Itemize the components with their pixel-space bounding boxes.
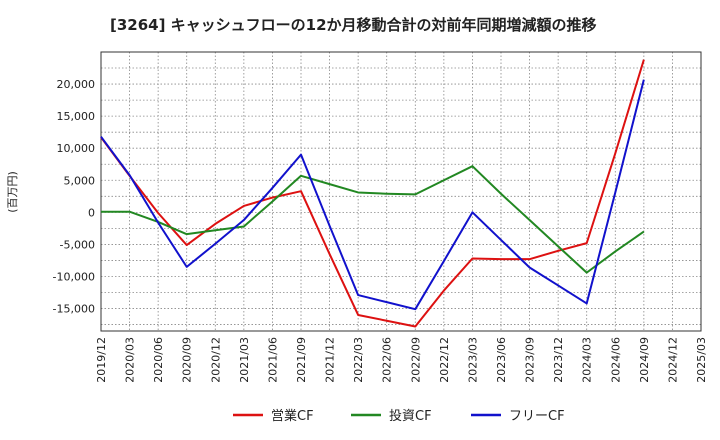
x-tick-label: 2023/06: [495, 337, 508, 383]
x-tick-label: 2019/12: [95, 337, 108, 383]
x-tick-label: 2024/03: [581, 337, 594, 383]
legend-label-2: 投資CF: [389, 408, 432, 424]
y-axis-label: (百万円): [6, 171, 19, 213]
plot-frame: [100, 51, 702, 332]
x-tick-label: 2020/09: [181, 337, 194, 383]
x-tick-label: 2024/06: [609, 337, 622, 383]
y-tick-label: -15,000: [53, 303, 95, 316]
series-line-2: [101, 165, 645, 274]
y-tick-label: 20,000: [57, 78, 96, 91]
x-tick-label: 2025/03: [695, 337, 708, 383]
x-tick-label: 2023/12: [552, 337, 565, 383]
y-tick-label: 5,000: [64, 174, 96, 187]
x-tick-label: 2021/09: [295, 337, 308, 383]
x-tick-label: 2020/03: [124, 337, 137, 383]
legend: 営業CF 投資CF フリーCF: [233, 408, 565, 424]
x-tick-label: 2024/12: [666, 337, 679, 383]
x-tick-label: 2023/09: [524, 337, 537, 383]
x-tick-label: 2023/03: [466, 337, 479, 383]
x-tick-label: 2021/06: [266, 337, 279, 383]
y-tick-label: 0: [88, 206, 95, 219]
x-tick-label: 2021/03: [238, 337, 251, 383]
chart-title: [3264] キャッシュフローの12か月移動合計の対前年同期増減額の推移: [110, 16, 597, 34]
legend-label-1: 営業CF: [271, 408, 314, 424]
x-tick-label: 2022/09: [409, 337, 422, 383]
series-line-1: [100, 59, 645, 328]
x-tick-label: 2022/12: [438, 337, 451, 383]
x-tick-label: 2020/12: [209, 337, 222, 383]
x-tick-label: 2024/09: [638, 337, 651, 383]
y-tick-label: 15,000: [57, 110, 96, 123]
plot-background: [101, 52, 701, 331]
y-tick-label: -10,000: [53, 270, 95, 283]
x-tick-label: 2020/06: [152, 337, 165, 383]
x-tick-label: 2022/06: [381, 337, 394, 383]
x-tick-label: 2022/03: [352, 337, 365, 383]
plot-area: 2019/12 2020/03 2020/06 2020/09 2020/12 2021/…: [53, 51, 708, 383]
y-tick-label: -5,000: [60, 238, 95, 251]
x-tick-label: 2021/12: [324, 337, 337, 383]
y-tick-label: 10,000: [57, 142, 96, 155]
series-line-3: [100, 79, 645, 311]
legend-label-3: フリーCF: [509, 409, 565, 424]
